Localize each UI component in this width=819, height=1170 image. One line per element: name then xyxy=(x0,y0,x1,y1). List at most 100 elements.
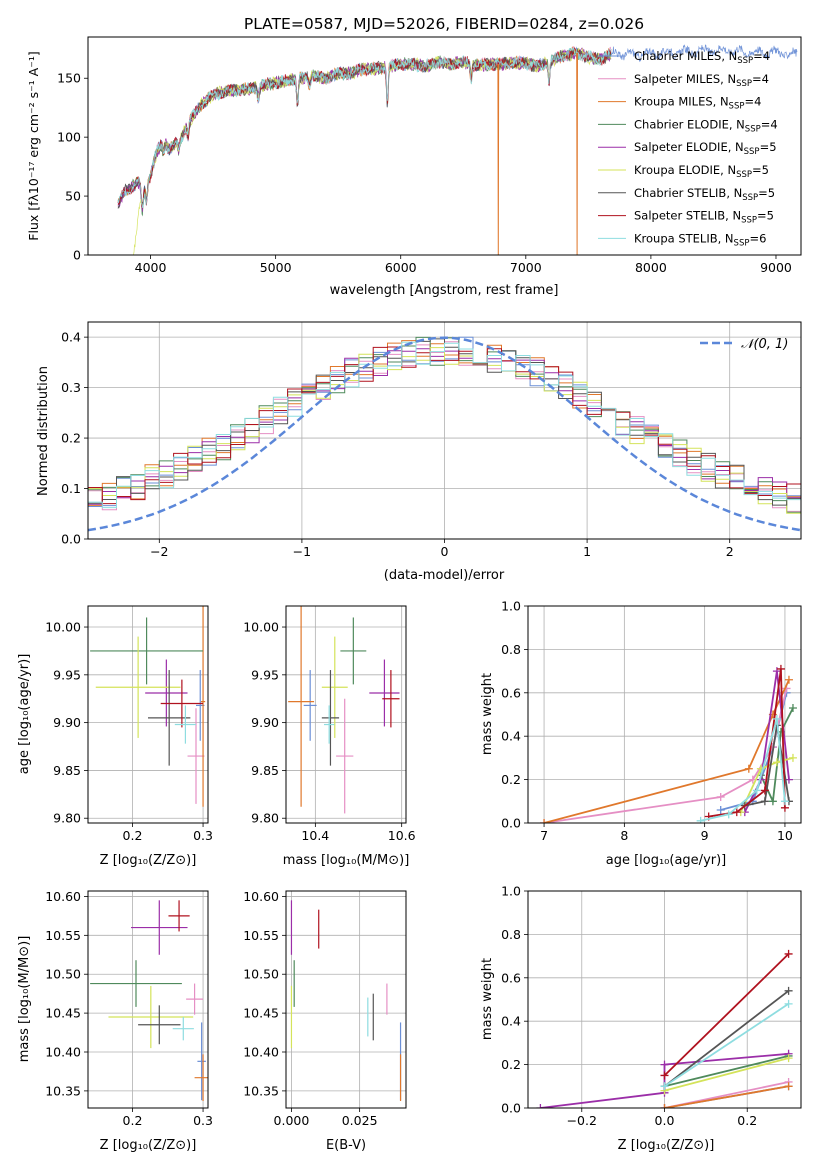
weight-point xyxy=(780,797,789,806)
weight-point xyxy=(660,1071,669,1080)
y-tick-label: 0.2 xyxy=(501,1057,521,1072)
legend-label-subscript: SSP xyxy=(745,124,761,134)
legend-label: Kroupa MILES, NSSP=4 xyxy=(634,95,761,112)
weight-point xyxy=(768,797,777,806)
legend-label-main: Kroupa ELODIE, N xyxy=(634,163,736,177)
weight-point xyxy=(784,999,793,1008)
y-tick-label: 1.0 xyxy=(501,884,521,899)
legend-label-main: Chabrier ELODIE, N xyxy=(634,117,745,131)
legend-label-subscript: SSP xyxy=(736,170,752,180)
y-tick-label: 0.0 xyxy=(501,1101,521,1116)
weight-point xyxy=(724,810,733,819)
legend-label: Chabrier ELODIE, NSSP=4 xyxy=(634,117,778,134)
x-tick-label: 4000 xyxy=(135,260,167,275)
legend-label-subscript: SSP xyxy=(737,56,753,66)
mass-vs-metallicity-ylabel: mass [log₁₀(M/M⊙)] xyxy=(17,936,32,1063)
error-bars xyxy=(90,606,206,807)
legend-label-main: Salpeter MILES, N xyxy=(634,72,736,86)
age-vs-metallicity-ylabel: age [log₁₀(age/yr)] xyxy=(17,654,32,775)
x-tick-label: 0.025 xyxy=(342,1113,378,1128)
y-tick-label: 10.00 xyxy=(45,620,81,635)
weight-point xyxy=(732,808,741,817)
x-tick-label: 0.3 xyxy=(193,1113,213,1128)
y-tick-label: 10.40 xyxy=(45,1045,81,1060)
legend-label: Salpeter STELIB, NSSP=5 xyxy=(634,209,774,226)
y-tick-label: 9.80 xyxy=(251,811,279,826)
mass-vs-metallicity-xlabel: Z [log₁₀(Z/Z⊙)] xyxy=(100,1138,197,1153)
weight-point xyxy=(772,758,781,767)
legend-label-main: Salpeter ELODIE, N xyxy=(634,140,744,154)
spectrum-title: PLATE=0587, MJD=52026, FIBERID=0284, z=0… xyxy=(244,15,644,33)
y-tick-label: 0.2 xyxy=(501,772,521,787)
weight-point xyxy=(784,949,793,958)
y-tick-label: 10.55 xyxy=(243,928,279,943)
residuals-panel: −2 −1 0 1 2 0.0 0.1 0.2 0.3 0.4 𝒩(0, 1) (data-mod… xyxy=(36,321,802,583)
mass-vs-extinction-frame xyxy=(285,890,407,1109)
y-tick-label: 0.0 xyxy=(501,816,521,831)
spectrum-axes-frame xyxy=(87,36,802,256)
legend-label-main: Salpeter STELIB, N xyxy=(634,209,741,223)
y-tick-label: 0.0 xyxy=(61,532,81,547)
y-tick-label: 0.6 xyxy=(501,685,521,700)
legend-label: Chabrier STELIB, NSSP=5 xyxy=(634,186,775,203)
weight-lines xyxy=(536,949,793,1108)
weight-line xyxy=(663,953,790,1077)
spectrum-dropout xyxy=(576,52,578,255)
residuals-ylabel: Normed distribution xyxy=(36,366,51,496)
legend-label-value: =4 xyxy=(752,72,769,86)
legend-label: Salpeter ELODIE, NSSP=5 xyxy=(634,140,777,157)
residuals-histograms xyxy=(88,336,801,532)
mass-weight-vs-metallicity-frame xyxy=(527,890,802,1109)
legend-label: Chabrier MILES, NSSP=4 xyxy=(634,49,770,66)
y-tick-label: 0.8 xyxy=(501,927,521,942)
legend-label: Kroupa ELODIE, NSSP=5 xyxy=(634,163,769,180)
x-tick-label: −2 xyxy=(150,544,168,559)
mass-vs-metallicity-panel: 0.2 0.3 10.35 10.40 10.45 10.50 10.55 10.60 Z [… xyxy=(17,889,213,1153)
mass-weight-vs-age-ylabel: mass weight xyxy=(480,673,495,755)
y-tick-label: 10.50 xyxy=(45,967,81,982)
weight-line xyxy=(663,990,790,1088)
mass-vs-extinction-marks: 0.000 0.025 10.35 10.40 10.45 10.50 10.55 10.60 xyxy=(243,889,406,1128)
y-tick-label: 0.2 xyxy=(61,431,81,446)
y-tick-label: 9.90 xyxy=(53,715,81,730)
spectrum-xlabel: wavelength [Angstrom, rest frame] xyxy=(330,283,559,298)
legend-label-value: =6 xyxy=(749,231,766,245)
weight-point xyxy=(660,1060,669,1069)
legend-label-main: Kroupa MILES, N xyxy=(634,95,729,109)
x-tick-label: 9000 xyxy=(760,260,792,275)
y-tick-label: 10.40 xyxy=(243,1045,279,1060)
weight-point xyxy=(784,986,793,995)
x-tick-label: 8000 xyxy=(635,260,667,275)
legend-label-subscript: SSP xyxy=(736,79,752,89)
legend-label: Salpeter MILES, NSSP=4 xyxy=(634,72,769,89)
legend-label-main: Kroupa STELIB, N xyxy=(634,231,734,245)
x-tick-label: 0.2 xyxy=(737,1113,757,1128)
weight-point xyxy=(760,797,769,806)
x-tick-label: 0.000 xyxy=(274,1113,310,1128)
x-tick-label: 1 xyxy=(583,544,591,559)
age-vs-mass-panel: 10.4 10.6 9.80 9.85 9.90 9.95 10.00 mass [log₁… xyxy=(243,605,416,868)
y-tick-label: 10.60 xyxy=(243,889,279,904)
x-tick-label: 0.0 xyxy=(655,1113,675,1128)
spectrum-line xyxy=(118,47,612,255)
y-tick-label: 0 xyxy=(73,248,81,263)
age-vs-metallicity-xlabel: Z [log₁₀(Z/Z⊙)] xyxy=(100,853,197,868)
weight-line xyxy=(664,1057,789,1092)
legend-label-value: =4 xyxy=(744,95,761,109)
y-tick-label: 0.4 xyxy=(501,729,521,744)
weight-point xyxy=(536,1104,545,1108)
x-tick-label: 7 xyxy=(540,828,548,843)
legend-label-value: =5 xyxy=(752,163,769,177)
legend-label-subscript: SSP xyxy=(742,193,758,203)
y-tick-label: 9.95 xyxy=(251,667,279,682)
mass-vs-extinction-panel: 0.000 0.025 10.35 10.40 10.45 10.50 10.55 10.60… xyxy=(243,889,407,1153)
y-tick-label: 0.4 xyxy=(501,1014,521,1029)
y-tick-label: 10.60 xyxy=(45,889,81,904)
legend-label-value: =5 xyxy=(760,140,777,154)
y-tick-label: 0.4 xyxy=(61,330,81,345)
weight-point xyxy=(696,816,705,823)
residuals-xlabel: (data-model)/error xyxy=(384,568,505,583)
legend-label-value: =4 xyxy=(753,49,770,63)
x-tick-label: −1 xyxy=(293,544,311,559)
